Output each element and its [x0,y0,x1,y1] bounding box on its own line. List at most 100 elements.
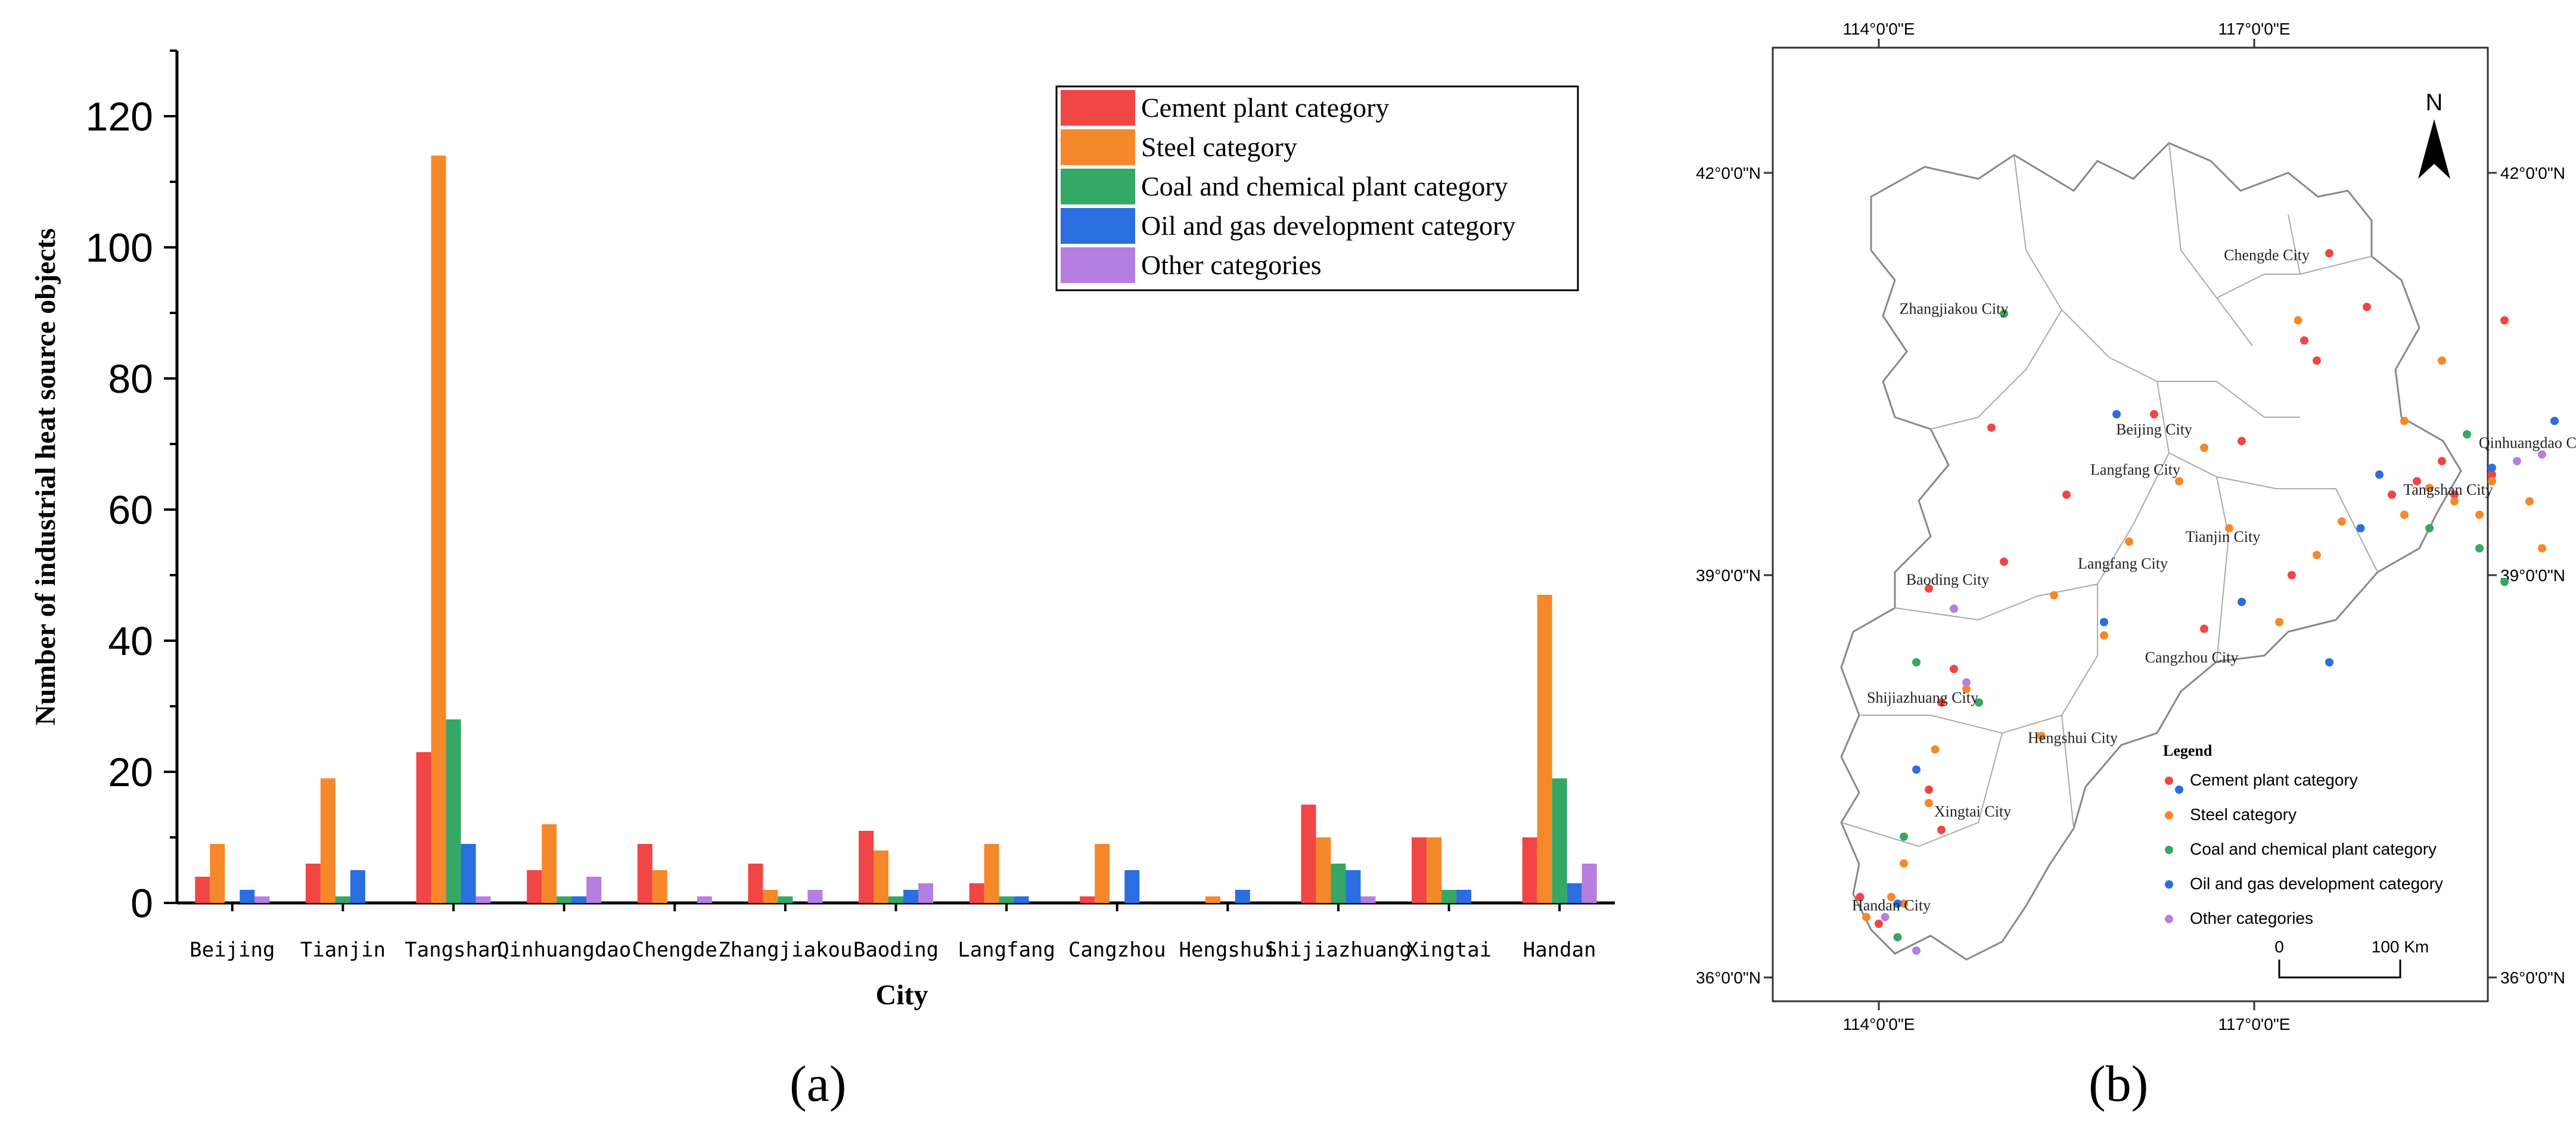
lon-label-bottom: 114°0'0"E [1843,1015,1915,1033]
legend-swatch [1061,247,1135,283]
scale-label-100: 100 Km [2372,938,2429,956]
north-label: N [2426,89,2443,116]
map-point-oil-and-gas-development-category [1893,899,1902,908]
map-point-steel-category [1900,899,1908,908]
map-point-cement-plant-category [2200,625,2208,633]
map-point-steel-category [2400,510,2409,519]
map-point-steel-category [2050,591,2058,600]
y-axis-title: Number of industrial heat source objects [30,228,61,725]
city-label: Langfang City [2078,555,2168,572]
scale-label-0: 0 [2274,938,2284,956]
bar-cement-plant-category [748,864,763,903]
panel-label-a: (a) [790,1055,847,1112]
map-point-other-categories [1912,946,1921,955]
bar-coal-and-chemical-plant-category [888,896,903,903]
x-tick-label: Tianjin [300,938,386,962]
legend-label: Steel category [1141,132,1297,162]
city-label: Qinhuangdao City [2479,434,2576,451]
map-point-steel-category [2200,443,2208,452]
map-point-steel-category [2438,356,2446,365]
map-legend-dot [2165,846,2173,854]
map-point-cement-plant-category [2325,249,2333,257]
bar-other-categories [807,890,823,903]
city-label: Baoding City [1906,571,1989,588]
x-tick-label: Zhangjiakou [718,938,852,962]
map-point-cement-plant-category [2413,477,2421,486]
bar-steel-category [652,870,667,903]
bar-coal-and-chemical-plant-category [1331,864,1346,903]
map-point-steel-category [2275,617,2283,626]
map-point-cement-plant-category [1950,665,1958,673]
bar-cement-plant-category [195,877,210,903]
legend-label: Cement plant category [1141,92,1389,123]
lat-label-right: 36°0'0"N [2500,969,2565,987]
map-point-oil-and-gas-development-category [2112,410,2121,418]
map-point-steel-category [1862,912,1870,921]
lat-label-left: 36°0'0"N [1696,969,1761,987]
city-label: Zhangjiakou City [1900,300,2009,317]
bar-steel-category [542,824,557,903]
map-point-steel-category [2100,631,2108,640]
legend-box [1055,85,1579,291]
map-point-steel-category [1925,799,1933,808]
map-point-cement-plant-category [1856,893,1865,901]
map-legend-title: Legend [2163,742,2213,759]
map-point-oil-and-gas-development-category [2375,470,2384,479]
map-point-coal-and-chemical-plant-category [2000,309,2008,318]
legend-label: Coal and chemical plant category [1141,171,1508,201]
bar-steel-category [210,844,225,903]
legend-swatch [1061,169,1135,204]
map-point-steel-category [2294,316,2302,325]
map-point-oil-and-gas-development-category [2488,464,2496,472]
bar-oil-and-gas-development-category [1456,890,1472,903]
map-legend-dot [2165,777,2173,785]
bar-cement-plant-category [1301,805,1316,903]
map-point-cement-plant-category [2500,316,2509,325]
bar-steel-category [763,890,778,903]
bar-steel-category [984,844,999,903]
map-legend-label: Steel category [2190,805,2297,824]
legend-swatch [1061,129,1135,165]
bar-chart: 0 20 40 60 80 100 120 Number of industrial heat… [30,49,1615,1011]
bar-oil-and-gas-development-category [461,844,476,903]
map-point-steel-category [2313,551,2321,560]
north-arrow-icon [2418,119,2450,179]
bar-oil-and-gas-development-category [1346,870,1361,903]
map-point-coal-and-chemical-plant-category [2475,544,2484,552]
y-tick-label: 20 [108,750,153,795]
bar-steel-category [320,778,335,903]
lat-label-right: 42°0'0"N [2500,164,2565,182]
bar-cement-plant-category [416,752,431,903]
map-point-coal-and-chemical-plant-category [2500,578,2509,586]
map-point-cement-plant-category [1875,920,1883,928]
lon-label-bottom: 117°0'0"E [2218,1015,2291,1033]
x-tick-label: Beijing [189,938,275,962]
lon-label-top: 117°0'0"E [2218,20,2291,38]
map-legend-label: Other categories [2190,909,2313,927]
map-point-cement-plant-category [2438,457,2446,465]
bar-cement-plant-category [969,883,984,903]
lat-label-left: 42°0'0"N [1696,164,1761,182]
map-point-oil-and-gas-development-category [2100,617,2108,626]
map-point-steel-category [1887,893,1896,901]
bar-other-categories [476,896,491,903]
city-label: Hengshui City [2028,729,2118,746]
map-point-other-categories [1881,912,1890,921]
map-legend-label: Cement plant category [2190,771,2358,789]
map-point-steel-category [2488,477,2496,486]
bar-cement-plant-category [1080,896,1095,903]
x-axis-title: City [876,979,928,1011]
map-point-steel-category [2125,537,2133,546]
x-tick-label: Handan [1523,938,1596,962]
bar-oil-and-gas-development-category [1235,890,1250,903]
bar-cement-plant-category [305,864,321,903]
bar-cement-plant-category [1522,837,1537,903]
map-point-cement-plant-category [2238,437,2246,445]
map-point-oil-and-gas-development-category [2550,417,2559,426]
map-legend-dot [2165,811,2173,820]
city-label: Beijing City [2116,421,2192,438]
map-legend-label: Coal and chemical plant category [2190,840,2437,858]
bar-coal-and-chemical-plant-category [778,896,793,903]
bar-oil-and-gas-development-category [240,890,255,903]
bar-oil-and-gas-development-category [1567,883,1582,903]
